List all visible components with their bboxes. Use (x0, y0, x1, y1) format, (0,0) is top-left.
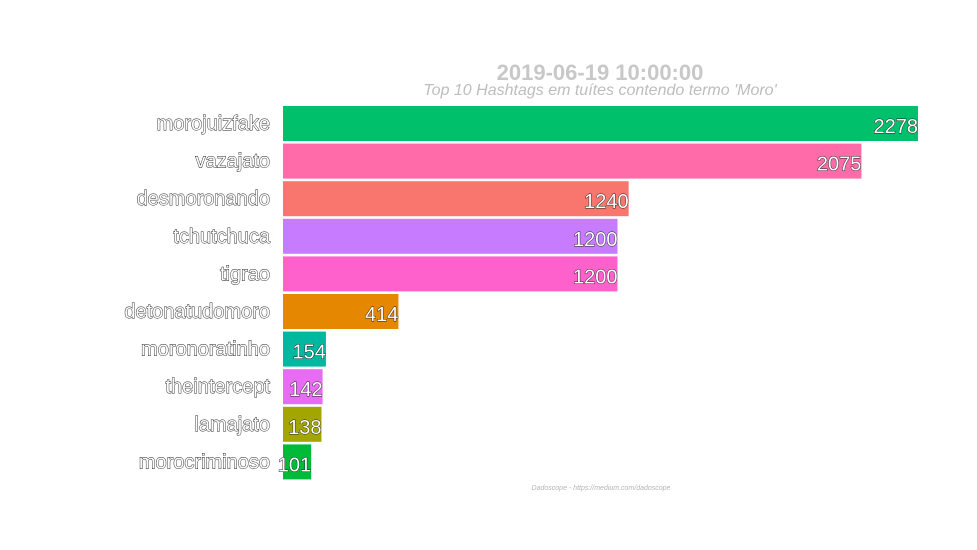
value-label-vazajato: 2075 (817, 154, 862, 176)
chart-subtitle: Top 10 Hashtags em tuítes contendo termo… (423, 82, 777, 99)
category-label-morocriminoso: morocriminoso (139, 451, 270, 473)
bar-tchutchuca (283, 218, 618, 254)
bar-tigrao (283, 256, 618, 292)
category-label-detonatudomoro: detonatudomoro (124, 301, 270, 323)
chart-title: 2019-06-19 10:00:00 (497, 60, 704, 85)
category-label-desmoronando: desmoronando (137, 188, 270, 210)
category-label-tigrao: tigrao (220, 263, 270, 285)
bar-moronoratinho (283, 331, 326, 367)
value-label-lamajato: 138 (288, 417, 321, 439)
bars-group (283, 106, 918, 480)
value-label-moronoratinho: 154 (293, 342, 326, 364)
value-labels-group: 2278 2075 1240 1200 1200 414 154 142 138 101 (277, 116, 919, 477)
bar-vazajato (283, 143, 862, 179)
bar-desmoronando (283, 181, 629, 217)
value-label-theintercept: 142 (289, 379, 322, 401)
chart-caption: Dadoscope - https://medium.com/dadoscope (532, 485, 671, 492)
category-label-theintercept: theintercept (165, 376, 270, 398)
value-label-morojuizfake: 2278 (874, 116, 919, 138)
value-label-detonatudomoro: 414 (365, 304, 398, 326)
bar-lamajato (283, 406, 322, 442)
category-label-lamajato: lamajato (194, 414, 270, 436)
category-label-morojuizfake: morojuizfake (157, 113, 270, 135)
bar-detonatudomoro (283, 294, 399, 329)
category-label-vazajato: vazajato (196, 151, 271, 173)
value-label-desmoronando: 1240 (584, 191, 629, 213)
value-label-morocriminoso: 101 (278, 454, 311, 476)
category-label-moronoratinho: moronoratinho (141, 339, 270, 361)
value-label-tigrao: 1200 (573, 266, 618, 288)
bar-morojuizfake (283, 106, 918, 141)
bar-morocriminoso (283, 444, 312, 480)
value-label-tchutchuca: 1200 (573, 229, 618, 251)
bar-theintercept (283, 369, 323, 405)
category-labels-group: morojuizfake vazajato desmoronando tchutchu… (124, 113, 271, 474)
category-label-tchutchuca: tchutchuca (173, 226, 271, 248)
